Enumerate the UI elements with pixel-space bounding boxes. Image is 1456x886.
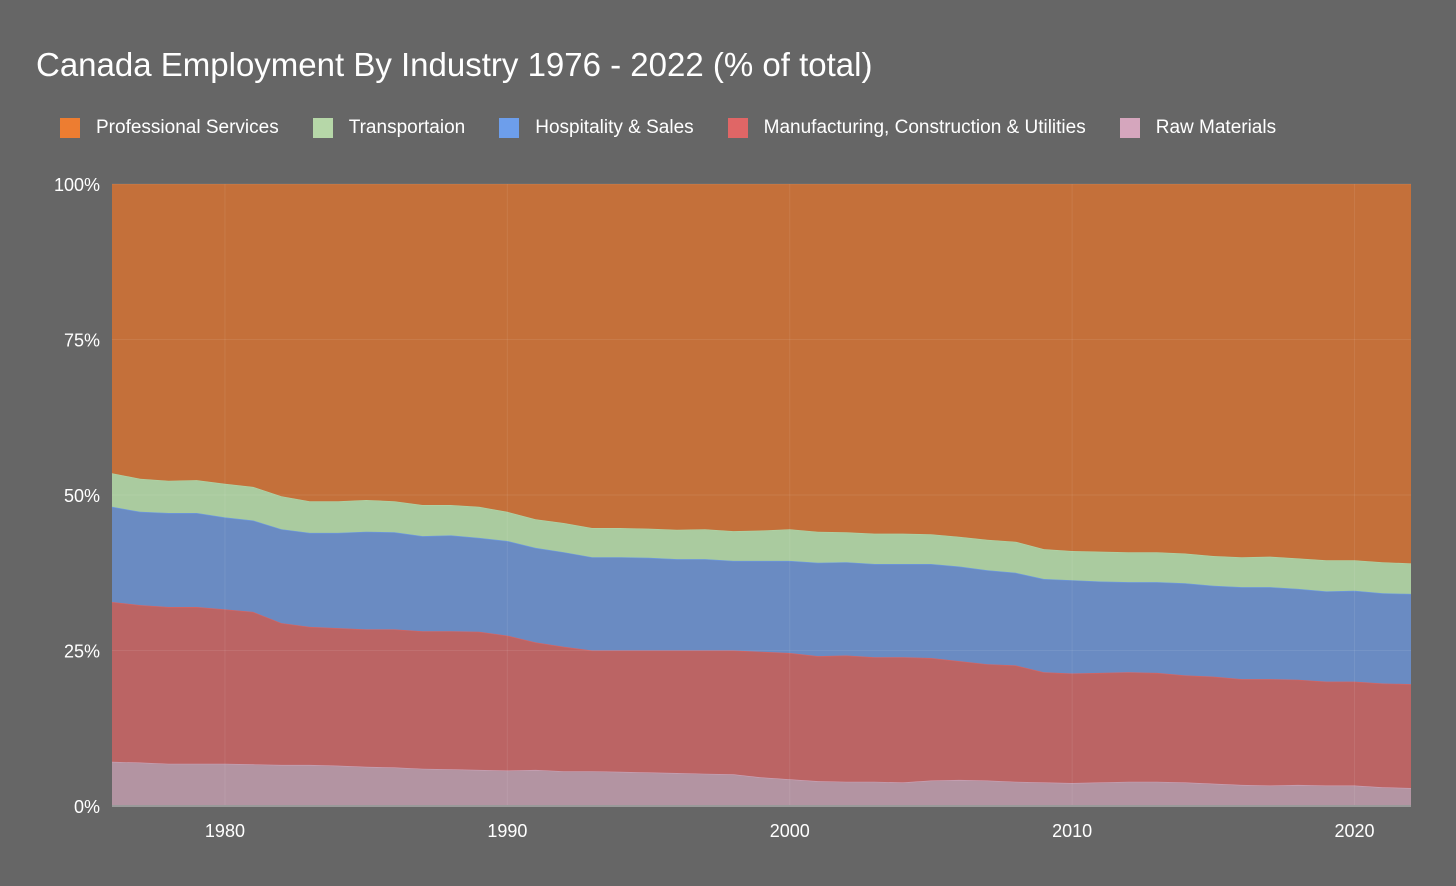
y-tick-label: 75% bbox=[64, 331, 100, 351]
legend-item[interactable]: Manufacturing, Construction & Utilities bbox=[727, 117, 1086, 139]
area-raw-materials bbox=[112, 761, 1411, 806]
chart-title: Canada Employment By Industry 1976 - 202… bbox=[36, 46, 873, 83]
y-tick-label: 100% bbox=[54, 175, 100, 195]
x-tick-label: 2000 bbox=[770, 821, 810, 841]
x-tick-label: 2020 bbox=[1334, 821, 1374, 841]
x-tick-label: 1980 bbox=[205, 821, 245, 841]
legend-item[interactable]: Transportaion bbox=[312, 117, 466, 139]
legend: Professional Services Transportaion Hospit… bbox=[60, 117, 1310, 139]
legend-label: Manufacturing, Construction & Utilities bbox=[763, 117, 1086, 138]
legend-label: Professional Services bbox=[96, 117, 279, 138]
x-tick-label: 1990 bbox=[487, 821, 527, 841]
area-professional-services bbox=[112, 184, 1411, 564]
legend-item[interactable]: Hospitality & Sales bbox=[499, 117, 694, 139]
legend-swatch bbox=[499, 118, 520, 138]
area-hospitality-sales bbox=[112, 506, 1411, 685]
legend-swatch bbox=[1119, 118, 1140, 138]
area-transportaion bbox=[112, 473, 1411, 594]
y-tick-label: 0% bbox=[74, 797, 100, 817]
legend-swatch bbox=[60, 118, 80, 138]
legend-item[interactable]: Raw Materials bbox=[1119, 117, 1277, 139]
legend-swatch bbox=[727, 118, 748, 138]
legend-item[interactable]: Professional Services bbox=[60, 117, 279, 139]
x-tick-label: 2010 bbox=[1052, 821, 1092, 841]
legend-label: Hospitality & Sales bbox=[535, 117, 694, 138]
area-manufacturing-construction-utilities bbox=[112, 602, 1411, 788]
legend-swatch bbox=[312, 118, 333, 138]
y-tick-label: 50% bbox=[64, 486, 100, 506]
y-tick-label: 25% bbox=[64, 642, 100, 662]
legend-label: Raw Materials bbox=[1155, 117, 1277, 138]
legend-label: Transportaion bbox=[348, 117, 466, 138]
